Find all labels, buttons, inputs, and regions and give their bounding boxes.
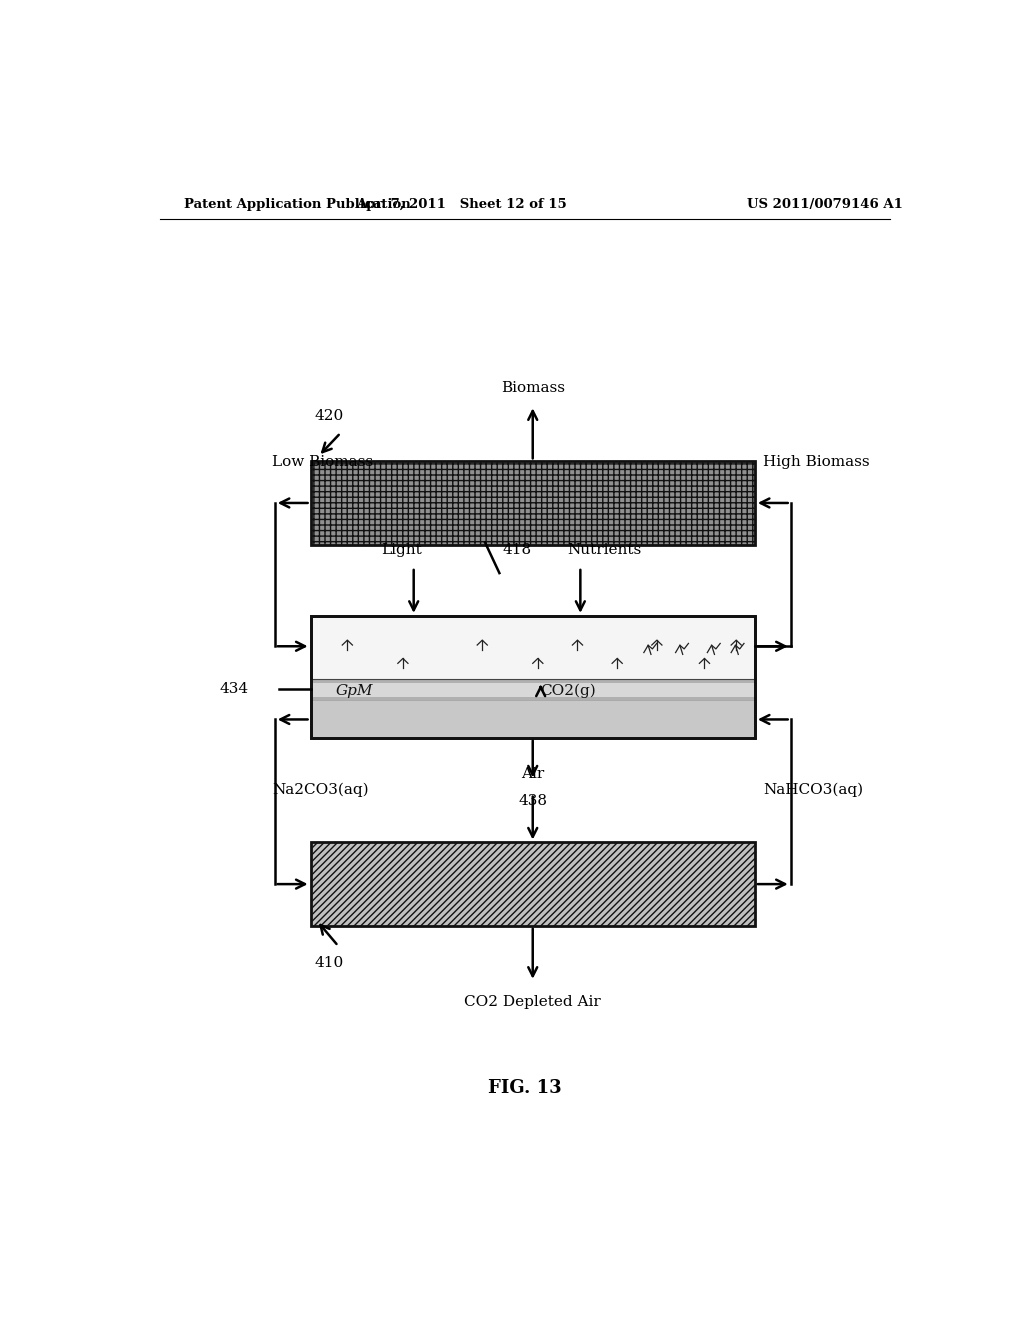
Text: CO2 Depleted Air: CO2 Depleted Air	[464, 995, 601, 1008]
Text: FIG. 13: FIG. 13	[488, 1080, 561, 1097]
Text: Air: Air	[521, 767, 545, 781]
Text: Biomass: Biomass	[501, 381, 565, 395]
Bar	[310, 615, 755, 682]
Text: Patent Application Publication: Patent Application Publication	[183, 198, 411, 211]
Text: NaHCO3(aq): NaHCO3(aq)	[763, 783, 863, 797]
Bar	[310, 680, 755, 701]
Bar	[310, 701, 755, 738]
Bar	[310, 615, 755, 738]
Text: Low Biomass: Low Biomass	[272, 455, 374, 470]
Bar	[310, 842, 755, 925]
Text: High Biomass: High Biomass	[763, 455, 869, 470]
Text: GpM: GpM	[336, 684, 373, 698]
Text: US 2011/0079146 A1: US 2011/0079146 A1	[748, 198, 903, 211]
Bar	[310, 461, 755, 545]
Text: Light: Light	[381, 543, 422, 557]
Text: 434: 434	[219, 682, 249, 696]
Text: Nutrients: Nutrients	[567, 543, 641, 557]
Text: 438: 438	[518, 793, 547, 808]
Bar	[310, 682, 755, 697]
Text: CO2(g): CO2(g)	[541, 684, 596, 698]
Text: 410: 410	[314, 956, 344, 970]
Text: 420: 420	[314, 409, 344, 422]
Text: Apr. 7, 2011   Sheet 12 of 15: Apr. 7, 2011 Sheet 12 of 15	[356, 198, 566, 211]
Bar	[310, 615, 755, 738]
Text: Na2CO3(aq): Na2CO3(aq)	[272, 783, 369, 797]
Text: 418: 418	[503, 543, 531, 557]
